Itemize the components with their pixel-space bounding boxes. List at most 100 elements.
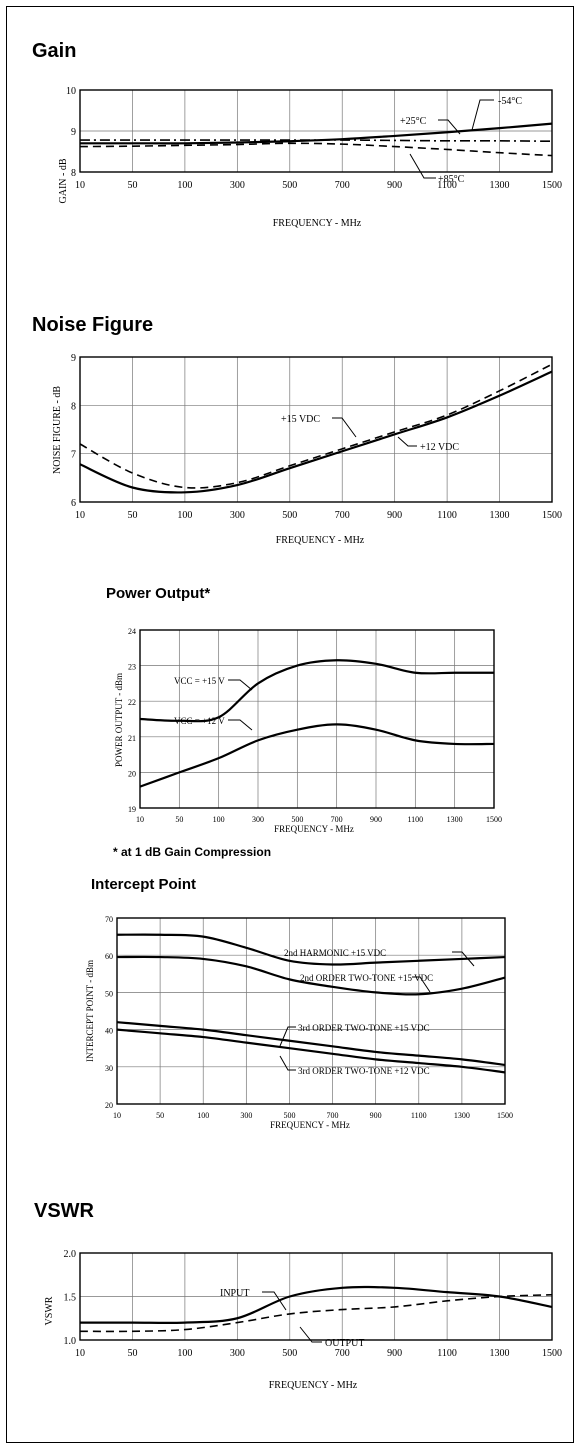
gain-xtick-4: 500	[282, 180, 297, 191]
intercept-ytick-1: 30	[105, 1064, 113, 1073]
vswr-xtick-3: 300	[230, 1348, 245, 1359]
power-xtick-8: 1300	[447, 815, 463, 824]
intercept-leader-3t12	[279, 1055, 296, 1071]
intercept-ylabel: INTERCEPT POINT - dBm	[85, 960, 95, 1062]
vswr-ytick-1: 1.5	[64, 1293, 77, 1304]
intercept-xtick-4: 500	[283, 1111, 295, 1120]
vswr-ylabel: VSWR	[44, 1296, 55, 1325]
intercept-xtick-7: 1100	[411, 1111, 427, 1120]
gain-xtick-6: 900	[387, 180, 402, 191]
power-xtick-2: 100	[213, 815, 225, 824]
power-leader-12v	[228, 719, 253, 731]
intercept-leader-2h	[452, 951, 475, 967]
gain-xtick-3: 300	[230, 180, 245, 191]
gain-leader-minus54	[471, 99, 494, 131]
power-xtick-3: 300	[252, 815, 264, 824]
intercept-leader-3t15	[279, 1026, 296, 1047]
vswr-title: VSWR	[34, 1200, 94, 1222]
noise-series-0	[79, 363, 553, 489]
vswr-xtick-1: 50	[127, 1348, 137, 1359]
noise-xlabel: FREQUENCY - MHz	[276, 535, 365, 546]
vswr-chart: 1500 1300 1100 900 700 500 300 100 50 10 2.0 1.5 1.0…	[44, 1249, 562, 1391]
power-xtick-7: 1100	[407, 815, 423, 824]
intercept-series-3	[116, 1028, 506, 1074]
noise-chart: 1500 1300 1100 900 700 500 300 100 50 10 9 8 7 6 NOIS…	[52, 353, 562, 546]
gain-series-2	[79, 142, 553, 157]
intercept-ytick-4: 60	[105, 952, 113, 961]
power-xlabel: FREQUENCY - MHz	[274, 824, 354, 834]
gain-ytick-0: 8	[71, 168, 76, 179]
power-series-1	[139, 723, 495, 788]
power-xtick-6: 900	[370, 815, 382, 824]
intercept-ytick-0: 20	[105, 1101, 113, 1110]
gain-xtick-7: 1100	[437, 180, 457, 191]
vswr-leader-input	[262, 1291, 287, 1311]
gain-xtick-2: 100	[177, 180, 192, 191]
noise-xtick-9: 1500	[542, 510, 562, 521]
vswr-series-1	[79, 1293, 553, 1333]
noise-ytick-1: 7	[71, 450, 76, 461]
gain-xtick-1: 50	[127, 180, 137, 191]
vswr-ytick-2: 2.0	[64, 1249, 77, 1260]
power-series-0	[139, 659, 494, 723]
gain-plot-frame	[79, 89, 553, 173]
gain-label-plus85: +85°C	[438, 174, 465, 185]
intercept-ytick-2: 40	[105, 1027, 113, 1036]
noise-ytick-0: 6	[71, 498, 76, 509]
gain-ytick-2: 10	[66, 86, 76, 97]
power-ytick-0: 19	[128, 805, 136, 814]
power-ytick-4: 23	[128, 663, 136, 672]
power-xtick-9: 1500	[486, 815, 502, 824]
intercept-label-2h: 2nd HARMONIC +15 VDC	[284, 948, 386, 958]
power-ytick-3: 22	[128, 698, 136, 707]
vswr-xtick-0: 10	[75, 1348, 85, 1359]
noise-ylabel: NOISE FIGURE - dB	[52, 386, 63, 474]
noise-xtick-0: 10	[75, 510, 85, 521]
vswr-xtick-2: 100	[177, 1348, 192, 1359]
gain-leader-plus85	[409, 153, 436, 179]
vswr-xlabel: FREQUENCY - MHz	[269, 1380, 358, 1391]
power-ytick-2: 21	[128, 734, 136, 743]
noise-xtick-6: 900	[387, 510, 402, 521]
noise-series-1	[79, 370, 553, 494]
vswr-leader-output	[299, 1326, 322, 1343]
gain-xtick-9: 1500	[542, 180, 562, 191]
noise-xtick-2: 100	[177, 510, 192, 521]
intercept-plot-frame	[116, 917, 506, 1105]
power-label-15v: VCC = +15 V	[174, 676, 225, 686]
vswr-label-input: INPUT	[220, 1288, 249, 1299]
intercept-series-1	[116, 955, 506, 996]
gain-leader-plus25	[438, 119, 461, 135]
noise-xtick-7: 1100	[437, 510, 457, 521]
intercept-xtick-3: 300	[240, 1111, 252, 1120]
noise-plot-frame	[79, 356, 553, 503]
power-xtick-0: 10	[136, 815, 144, 824]
power-ylabel: POWER OUTPUT - dBm	[114, 673, 124, 767]
intercept-series-2	[116, 1021, 506, 1067]
noise-leader-15v	[332, 417, 357, 438]
intercept-series-0	[116, 933, 506, 966]
intercept-xtick-5: 700	[327, 1111, 339, 1120]
vswr-xtick-9: 1500	[542, 1348, 562, 1359]
gain-label-plus25: +25°C	[400, 116, 427, 127]
noise-label-15v: +15 VDC	[281, 414, 320, 425]
intercept-xtick-9: 1500	[497, 1111, 513, 1120]
power-xtick-4: 500	[291, 815, 303, 824]
gain-xlabel: FREQUENCY - MHz	[273, 218, 362, 229]
vswr-plot-frame	[79, 1252, 553, 1341]
power-label-12v: VCC = +12 V	[174, 716, 225, 726]
power-chart: 1500 1300 1100 900 700 500 300 100 50 10 24 23 22 21 2…	[114, 627, 502, 834]
vswr-ytick-0: 1.0	[64, 1336, 77, 1347]
intercept-xtick-1: 50	[156, 1111, 164, 1120]
vswr-xtick-4: 500	[282, 1348, 297, 1359]
power-xtick-5: 700	[331, 815, 343, 824]
power-xtick-1: 50	[175, 815, 183, 824]
intercept-label-2t: 2nd ORDER TWO-TONE +15 VDC	[300, 973, 433, 983]
intercept-label-3t15: 3rd ORDER TWO-TONE +15 VDC	[298, 1023, 430, 1033]
gain-label-minus54: -54°C	[498, 96, 522, 107]
noise-ytick-3: 9	[71, 353, 76, 364]
datasheet-panel	[6, 6, 574, 1443]
noise-xtick-1: 50	[127, 510, 137, 521]
compression-footnote: * at 1 dB Gain Compression	[113, 845, 272, 859]
gain-ytick-1: 9	[71, 127, 76, 138]
